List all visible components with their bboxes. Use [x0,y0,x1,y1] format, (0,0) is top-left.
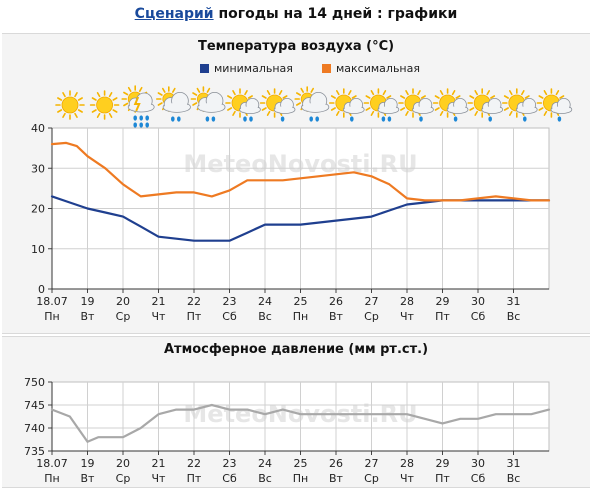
partly-cloudy-light-rain-icon [328,88,365,122]
x-tick-label: 19 [81,457,95,470]
partly-cloudy-light-rain-icon [536,88,573,122]
x-tick-label: 25 [294,295,308,308]
cloudy-rain-icon [156,86,191,122]
pressure-chart-title: Атмосферное давление (мм рт.ст.) [163,342,429,357]
y-tick-label: 10 [31,243,45,256]
x-tick-label: 21 [152,457,166,470]
x-tick-label: 22 [187,457,201,470]
partly-cloudy-light-rain-icon [501,88,538,122]
x-tick-label: 26 [329,295,343,308]
x-tick-label: 23 [223,295,237,308]
x-tick-sublabel: Сб [222,472,237,485]
x-tick-label: 20 [116,457,130,470]
legend-label: максимальная [336,62,420,75]
x-tick-label: 20 [116,295,130,308]
x-tick-label: 19 [81,295,95,308]
x-tick-label: 29 [436,457,450,470]
sun-icon [89,90,120,120]
y-tick-label: 0 [38,283,45,296]
partly-cloudy-light-rain-icon [259,88,296,122]
x-tick-sublabel: Ср [364,472,379,485]
pressure-chart: MeteoNovosti.RU18.07Пн19Вт20Ср21Чт22Пт23… [24,376,551,485]
partly-cloudy-rain-icon [363,88,400,122]
cloudy-rain-icon [190,86,226,122]
cloudy-rain-icon [294,86,330,122]
x-tick-sublabel: Чт [152,310,167,323]
page-title: Сценарий погоды на 14 дней : графики [0,0,592,28]
x-tick-label: 24 [258,457,272,470]
x-tick-sublabel: Ср [116,310,131,323]
temperature-panel: Температура воздуха (°С) минимальная макс… [2,33,590,334]
x-tick-sublabel: Вс [258,310,272,323]
x-tick-sublabel: Сб [222,310,237,323]
x-tick-label: 31 [507,457,521,470]
x-tick-sublabel: Пт [435,472,450,485]
temperature-chart: минимальная максимальнаяMeteoNovosti.RU18… [31,62,573,323]
x-tick-label: 28 [400,295,414,308]
x-tick-sublabel: Пт [435,310,450,323]
y-tick-label: 40 [31,122,45,135]
x-tick-label: 30 [471,457,485,470]
y-tick-label: 740 [24,422,45,435]
x-tick-sublabel: Вт [329,472,344,485]
x-tick-sublabel: Пн [44,310,59,323]
x-tick-sublabel: Пн [293,472,308,485]
x-tick-sublabel: Вт [329,310,344,323]
x-tick-sublabel: Вс [507,472,521,485]
x-tick-sublabel: Пн [293,310,308,323]
x-tick-sublabel: Вт [81,472,96,485]
legend-swatch [200,64,209,73]
x-tick-sublabel: Сб [471,472,486,485]
sun-icon [55,90,85,120]
x-tick-label: 30 [471,295,485,308]
y-tick-label: 20 [31,203,45,216]
legend-swatch [322,64,331,73]
x-tick-label: 18.07 [36,457,68,470]
y-tick-label: 745 [24,399,45,412]
x-tick-sublabel: Сб [471,310,486,323]
y-tick-label: 735 [24,445,45,458]
x-tick-sublabel: Пн [44,472,59,485]
x-tick-label: 25 [294,457,308,470]
pressure-panel: Атмосферное давление (мм рт.ст.) MeteoNo… [2,336,590,488]
partly-cloudy-light-rain-icon [467,88,504,122]
y-tick-label: 750 [24,376,45,389]
x-tick-sublabel: Пт [187,310,202,323]
x-tick-label: 29 [436,295,450,308]
x-tick-sublabel: Вс [258,472,272,485]
page-title-text: погоды на 14 дней : графики [213,6,458,22]
x-tick-sublabel: Чт [400,472,415,485]
x-tick-label: 31 [507,295,521,308]
x-tick-sublabel: Вс [507,310,521,323]
x-tick-sublabel: Вт [81,310,96,323]
x-tick-label: 28 [400,457,414,470]
x-tick-label: 24 [258,295,272,308]
x-tick-sublabel: Чт [400,310,415,323]
x-tick-sublabel: Ср [116,472,131,485]
x-tick-label: 23 [223,457,237,470]
partly-cloudy-rain-icon [225,88,261,122]
x-tick-sublabel: Ср [364,310,379,323]
thunderstorm-heavy-rain-icon [121,85,155,128]
temperature-chart-title: Температура воздуха (°С) [197,39,395,54]
x-tick-sublabel: Пт [187,472,202,485]
partly-cloudy-light-rain-icon [398,88,434,122]
max-temperature-line [50,141,551,202]
pressure-line [50,403,551,443]
x-tick-label: 22 [187,295,201,308]
scenario-link[interactable]: Сценарий [134,6,214,22]
x-tick-label: 18.07 [36,295,68,308]
x-tick-label: 27 [365,295,379,308]
legend-label: минимальная [214,62,293,75]
x-tick-label: 21 [152,295,166,308]
x-tick-label: 27 [365,457,379,470]
y-tick-label: 30 [31,162,45,175]
x-tick-label: 26 [329,457,343,470]
x-tick-sublabel: Чт [152,472,167,485]
partly-cloudy-light-rain-icon [432,88,469,122]
